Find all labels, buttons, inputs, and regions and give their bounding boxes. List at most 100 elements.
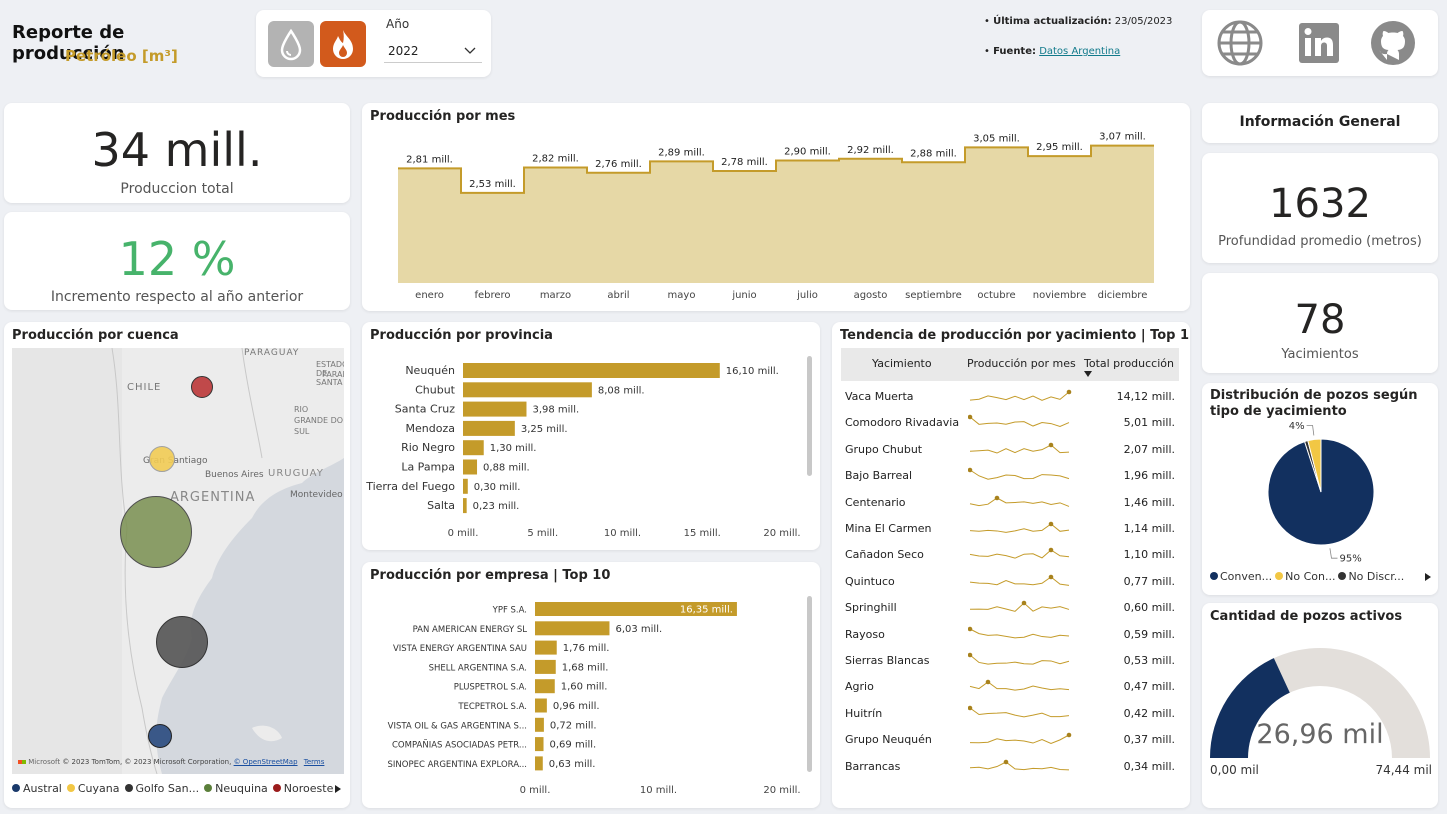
- bar[interactable]: [535, 602, 737, 616]
- sparkline-line: [969, 761, 1070, 770]
- basin-bubble-noroeste[interactable]: [191, 376, 213, 398]
- table-row[interactable]: Agrio 0,47 mill.: [841, 674, 1179, 700]
- legend-item-cuyana[interactable]: Cuyana: [66, 782, 120, 795]
- pie-legend-item[interactable]: Conven...: [1210, 570, 1272, 583]
- company-scrollbar[interactable]: [807, 596, 812, 772]
- report-header: Reporte de producción Petróleo [m³]: [0, 0, 240, 80]
- terms-link[interactable]: Terms: [303, 758, 325, 766]
- field-total: 5,01 mill.: [1123, 416, 1175, 430]
- pie-legend-item[interactable]: No Discr...: [1338, 570, 1404, 583]
- bar[interactable]: [463, 459, 478, 475]
- legend-label: Cuyana: [77, 782, 120, 795]
- bar-value-label: 16,35 mill.: [680, 605, 733, 616]
- field-total: 0,37 mill.: [1123, 733, 1175, 747]
- bar[interactable]: [535, 717, 544, 732]
- bar[interactable]: [463, 401, 527, 417]
- province-production-title: Producción por provincia: [370, 328, 553, 343]
- sort-desc-icon[interactable]: [1084, 371, 1092, 377]
- sparkline-peak: [1003, 759, 1009, 764]
- table-row[interactable]: Quintuco 0,77 mill.: [841, 569, 1179, 595]
- bar-value-label: 6,03 mill.: [615, 624, 662, 635]
- table-row[interactable]: Grupo Neuquén 0,37 mill.: [841, 727, 1179, 753]
- legend-item-austral[interactable]: Austral: [12, 782, 62, 795]
- bar[interactable]: [463, 363, 720, 378]
- table-row[interactable]: Mina El Carmen 1,14 mill.: [841, 516, 1179, 542]
- table-row[interactable]: Vaca Muerta 14,12 mill.: [841, 384, 1179, 410]
- col-header-trend[interactable]: Producción por mes: [967, 357, 1076, 370]
- table-row[interactable]: Bajo Barreal 1,96 mill.: [841, 463, 1179, 489]
- bar[interactable]: [535, 698, 547, 713]
- table-row[interactable]: Cañadon Seco 1,10 mill.: [841, 542, 1179, 568]
- year-dropdown[interactable]: 2022: [384, 39, 482, 63]
- monthly-line: [398, 144, 1154, 194]
- oil-button[interactable]: [268, 21, 314, 67]
- legend-item-noroeste[interactable]: Noroeste: [272, 782, 333, 795]
- fields-value: 78: [1294, 297, 1346, 343]
- monthly-data-label: 2,92 mill.: [847, 145, 894, 156]
- basin-bubble-golfo[interactable]: [156, 616, 208, 668]
- pie-legend-next-icon[interactable]: [1424, 572, 1432, 582]
- sparkline-line: [969, 707, 1070, 718]
- bar-x-tick: 20 mill.: [763, 785, 800, 796]
- bar[interactable]: [463, 498, 467, 514]
- table-row[interactable]: Centenario 1,46 mill.: [841, 490, 1179, 516]
- sparkline-line: [969, 734, 1070, 745]
- col-header-total[interactable]: Total producción: [1084, 357, 1174, 370]
- osm-link[interactable]: © OpenStreetMap: [233, 758, 298, 766]
- monthly-x-tick: mayo: [668, 290, 696, 301]
- sparkline: [968, 467, 1070, 480]
- legend-dot: [272, 784, 281, 792]
- globe-icon[interactable]: [1216, 19, 1264, 67]
- bar[interactable]: [535, 679, 555, 694]
- map-background: [12, 348, 344, 774]
- basin-map[interactable]: PARAGUAY ESTADO DE SANTA PARANÁ CHILE RI…: [12, 348, 344, 774]
- bar-category-label: TECPETROL S.A.: [457, 702, 527, 712]
- table-row[interactable]: Springhill 0,60 mill.: [841, 595, 1179, 621]
- legend-item-golfosan[interactable]: Golfo San...: [124, 782, 199, 795]
- col-header-field[interactable]: Yacimiento: [872, 357, 932, 370]
- table-row[interactable]: Sierras Blancas 0,53 mill.: [841, 648, 1179, 674]
- legend-label: Neuquina: [215, 782, 268, 795]
- year-dropdown-value: 2022: [388, 44, 419, 58]
- province-scrollbar[interactable]: [807, 356, 812, 476]
- basin-bubble-cuyana[interactable]: [149, 446, 175, 472]
- sparkline-peak: [1048, 548, 1054, 553]
- basin-bubble-neuquina[interactable]: [120, 496, 192, 568]
- table-row[interactable]: Grupo Chubut 2,07 mill.: [841, 437, 1179, 463]
- field-total: 14,12 mill.: [1116, 390, 1175, 403]
- bar-x-tick: 10 mill.: [640, 785, 677, 796]
- bar[interactable]: [535, 621, 610, 636]
- legend-next-icon[interactable]: [334, 784, 342, 794]
- table-row[interactable]: Barrancas 0,34 mill.: [841, 754, 1179, 780]
- pie-slice[interactable]: [1307, 438, 1322, 493]
- field-total: 0,59 mill.: [1123, 627, 1175, 641]
- field-name: Vaca Muerta: [845, 390, 914, 403]
- legend-item-neuquina[interactable]: Neuquina: [204, 782, 268, 795]
- map-attribution: Microsoft © 2023 TomTom, © 2023 Microsof…: [18, 758, 324, 766]
- bar[interactable]: [535, 737, 544, 752]
- field-name: Springhill: [845, 601, 897, 615]
- pie-legend-item[interactable]: No Con...: [1275, 570, 1335, 583]
- github-icon[interactable]: [1370, 20, 1416, 66]
- table-row[interactable]: Huitrín 0,42 mill.: [841, 701, 1179, 727]
- bar[interactable]: [463, 440, 484, 456]
- bar[interactable]: [463, 420, 515, 436]
- depth-label: Profundidad promedio (metros): [1218, 234, 1422, 249]
- bar[interactable]: [535, 640, 557, 655]
- sparkline-peak: [1021, 600, 1027, 606]
- table-row[interactable]: Comodoro Rivadavia 5,01 mill.: [841, 410, 1179, 436]
- bar[interactable]: [463, 382, 592, 398]
- linkedin-icon[interactable]: [1298, 22, 1340, 64]
- bar[interactable]: [535, 756, 543, 771]
- map-label-buenos-aires: Buenos Aires: [205, 470, 264, 480]
- bar[interactable]: [463, 478, 468, 494]
- gas-button[interactable]: [320, 21, 366, 67]
- table-row[interactable]: Rayoso 0,59 mill.: [841, 622, 1179, 648]
- bar[interactable]: [535, 659, 556, 674]
- general-info-button[interactable]: Información General: [1202, 103, 1438, 143]
- source-link[interactable]: Datos Argentina: [1039, 46, 1121, 57]
- field-name: Agrio: [845, 680, 874, 694]
- basin-bubble-austral[interactable]: [148, 724, 172, 748]
- sparkline: [968, 415, 1070, 428]
- well-type-legend: Conven... No Con... No Discr...: [1210, 570, 1407, 583]
